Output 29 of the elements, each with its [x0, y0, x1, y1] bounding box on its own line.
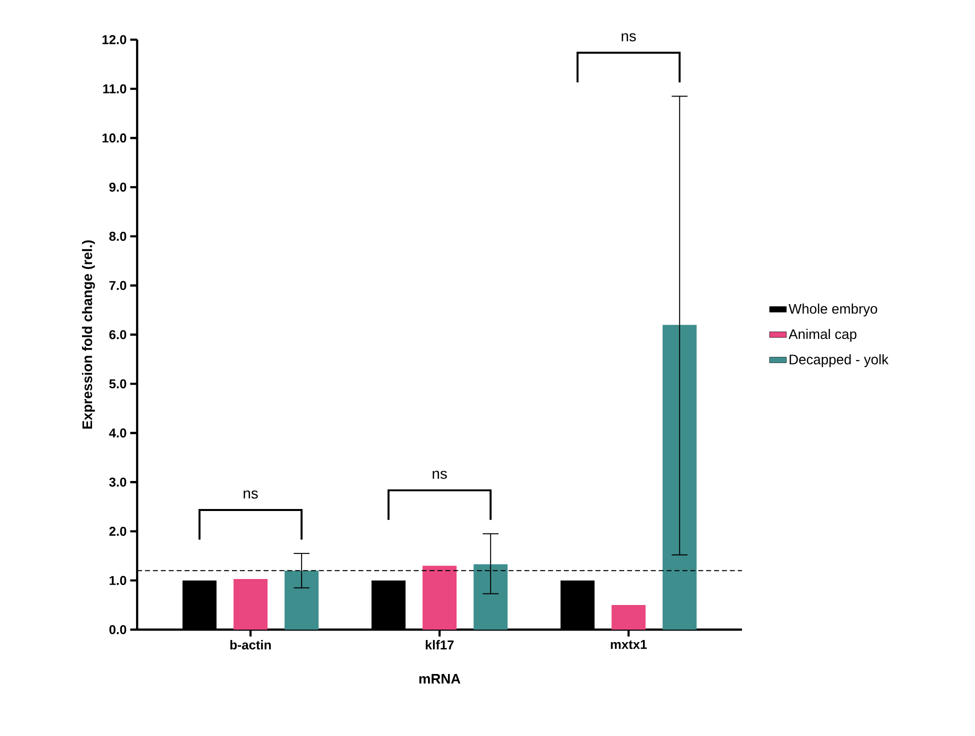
y-tick-label: 8.0 — [109, 232, 126, 241]
annotation: ns — [244, 490, 258, 499]
y-tick-label: 1.0 — [110, 576, 126, 586]
legend-label: Decapped - yolk — [790, 354, 889, 368]
y-tick-label: 6.0 — [109, 330, 126, 340]
bar — [422, 566, 457, 630]
annotation: ns — [432, 470, 447, 480]
x-axis-title: mRNA — [419, 674, 460, 684]
y-tick-label: 9.0 — [109, 182, 126, 192]
annotation: ns — [622, 33, 636, 42]
x-tick-label: b-actin — [230, 640, 271, 650]
y-tick-label: 5.0 — [109, 379, 126, 388]
x-tick-label: mxtx1 — [610, 640, 647, 650]
y-tick-label: 0.0 — [109, 625, 126, 634]
legend-label: Animal cap — [788, 329, 856, 342]
y-tick-label: 12.0 — [102, 35, 126, 44]
bar — [284, 570, 319, 630]
y-tick-label: 4.0 — [109, 428, 126, 438]
legend-label: Whole embryo — [788, 304, 878, 317]
y-tick-label: 2.0 — [109, 526, 126, 536]
bar — [474, 564, 508, 630]
y-tick-label: 3.0 — [109, 478, 126, 487]
bar — [612, 605, 646, 630]
y-tick-label: 10.0 — [102, 134, 126, 143]
y-tick-label: 7.0 — [109, 281, 126, 290]
x-tick-label: klf17 — [426, 640, 454, 650]
y-axis-title: Expression fold change (rel.) — [82, 240, 95, 429]
y-tick-label: 11.0 — [103, 84, 126, 94]
bar — [234, 579, 268, 630]
